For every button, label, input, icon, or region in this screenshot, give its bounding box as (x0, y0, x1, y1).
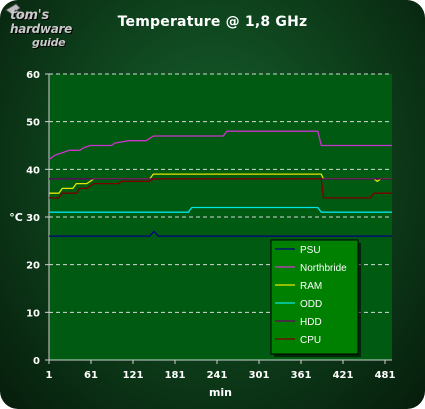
legend-label-psu: PSU (300, 245, 321, 256)
x-tick-label-4: 241 (207, 370, 228, 381)
x-tick-label-6: 361 (291, 370, 312, 381)
x-tick-label-0: 1 (46, 370, 53, 381)
legend-label-cpu: CPU (300, 335, 321, 346)
legend-label-hdd: HDD (300, 317, 322, 328)
series-line-cpu (49, 178, 392, 199)
series-line-psu (49, 230, 392, 237)
series-line-odd (49, 206, 392, 213)
y-tick-label-4: 40 (26, 165, 40, 176)
y-tick-label-3: 30 (26, 213, 40, 224)
chart-title: Temperature @ 1,8 GHz (117, 14, 308, 30)
y-axis-label: °C (9, 211, 23, 224)
x-tick-label-3: 181 (165, 370, 186, 381)
x-tick-label-1: 61 (84, 370, 98, 381)
y-tick-label-0: 0 (33, 356, 40, 367)
y-tick-label-6: 60 (26, 70, 40, 81)
y-tick-label-1: 10 (26, 308, 40, 319)
legend-box (270, 239, 359, 355)
x-tick-label-8: 481 (375, 370, 396, 381)
y-tick-label-2: 20 (26, 261, 40, 272)
x-tick-label-5: 301 (249, 370, 270, 381)
x-tick-label-7: 421 (333, 370, 354, 381)
series-line-northbride (48, 130, 392, 161)
x-axis-label: min (209, 386, 232, 399)
brand-line-1: tom's (10, 8, 49, 23)
hammer-icon (5, 3, 31, 20)
legend-label-northbride: Northbride (300, 263, 347, 274)
legend-label-ram: RAM (300, 281, 322, 292)
brand-line-3: guide (32, 36, 66, 49)
x-tick-label-2: 121 (123, 370, 144, 381)
brand-line-2: hardware (10, 22, 72, 36)
y-tick-label-5: 50 (26, 118, 40, 129)
brand-logo: tom's hardware guide (4, 2, 86, 54)
legend-label-odd: ODD (300, 299, 322, 310)
